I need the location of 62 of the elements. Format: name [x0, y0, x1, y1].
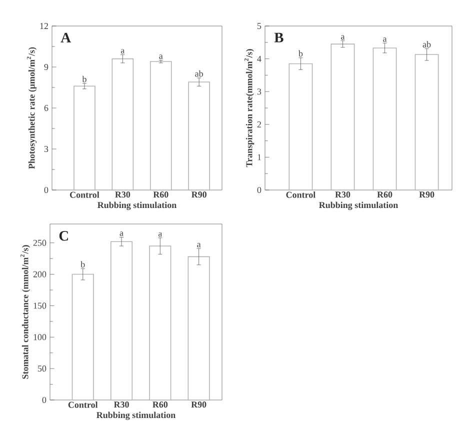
annotation: a — [383, 38, 387, 42]
x-tick-label: R90 — [419, 192, 434, 198]
y-tick-label: 6 — [44, 104, 48, 112]
annotation: a — [197, 243, 201, 248]
y-tick-label: 50 — [38, 366, 46, 372]
x-axis-title: Rubbing stimulation — [96, 412, 176, 420]
x-axis-title: Rubbing stimulation — [319, 202, 398, 210]
y-tick-label: 12 — [40, 23, 48, 29]
y-tick-label: 200 — [33, 271, 46, 278]
x-tick-label: R60 — [153, 192, 168, 198]
bar — [110, 241, 133, 400]
y-tick-label: 0 — [257, 186, 262, 194]
y-axis-title: Transpiration rate(mmol/m$^{2}$/s) — [244, 49, 254, 168]
x-tick-label: R60 — [377, 192, 392, 198]
y-axis-title: Stomatal conductance (mmol/m$^{2}$/s) — [20, 245, 30, 379]
y-tick-label: 3 — [257, 88, 262, 95]
annotation: ab — [422, 41, 431, 48]
bar — [414, 54, 439, 190]
x-tick-label: R90 — [191, 402, 206, 408]
annotation: a — [158, 232, 162, 237]
x-tick-label: R60 — [152, 402, 168, 408]
x-tick-label: R90 — [191, 192, 206, 198]
y-tick-label: 5 — [257, 23, 262, 29]
x-tick-label: Control — [286, 192, 316, 198]
y-tick-label: 250 — [33, 240, 46, 246]
bar — [112, 58, 134, 190]
bar — [188, 256, 210, 400]
bar — [288, 63, 313, 190]
y-tick-label: 1 — [258, 154, 261, 160]
chart-title: C — [59, 231, 68, 241]
chart-title: A — [60, 32, 71, 42]
annotation: a — [120, 232, 124, 236]
bar — [188, 82, 210, 190]
y-tick-label: 100 — [34, 334, 46, 340]
bar — [74, 86, 96, 190]
y-axis-title: Photosynthetic rate (μmol/m$^{2}$/s) — [26, 47, 37, 169]
y-tick-label: 4 — [257, 56, 262, 62]
annotation: b — [80, 261, 85, 268]
y-tick-label: 150 — [34, 302, 46, 309]
x-axis-title: Rubbing stimulation — [98, 202, 176, 210]
annotation: a — [120, 49, 125, 54]
bar — [150, 61, 172, 190]
x-tick-label: R30 — [114, 402, 129, 408]
chart-title: B — [274, 32, 284, 42]
y-tick-label: 0 — [44, 186, 48, 194]
annotation: b — [298, 50, 303, 57]
annotation: a — [341, 35, 345, 40]
y-tick-label: 3 — [44, 146, 48, 152]
y-tick-label: 9 — [44, 64, 48, 70]
bar — [372, 48, 397, 190]
y-tick-label: 0 — [42, 396, 46, 404]
x-tick-label: Control — [70, 192, 100, 198]
annotation: b — [82, 76, 86, 82]
y-tick-label: 2 — [257, 121, 261, 128]
annotation: ab — [195, 70, 203, 77]
annotation: a — [159, 54, 163, 59]
bar — [149, 246, 172, 400]
x-tick-label: R30 — [115, 192, 130, 198]
bar — [330, 44, 355, 190]
bar — [72, 274, 94, 400]
x-tick-label: R30 — [335, 192, 350, 198]
x-tick-label: Control — [68, 402, 98, 408]
